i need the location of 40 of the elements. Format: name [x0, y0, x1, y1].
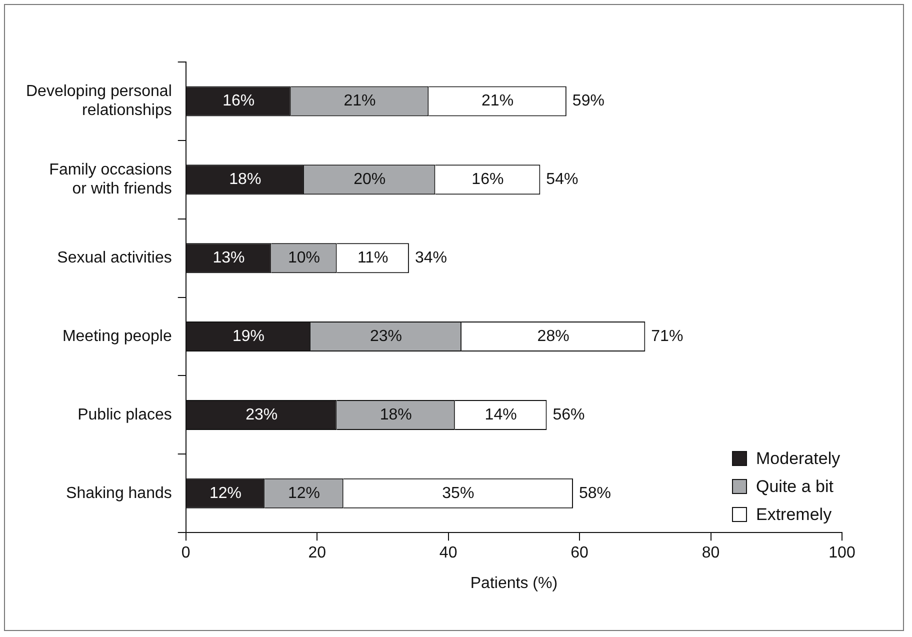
- y-tick-label: Shaking hands: [66, 484, 172, 502]
- data-label: 23%: [370, 328, 402, 345]
- legend-label: Moderately: [756, 448, 840, 469]
- data-label: 16%: [472, 171, 504, 188]
- data-label: 18%: [380, 406, 412, 424]
- data-label: 20%: [354, 171, 386, 188]
- data-label: 12%: [209, 484, 242, 502]
- y-tick-label: Sexual activities: [57, 249, 172, 266]
- data-label: 18%: [229, 171, 262, 188]
- data-label: 11%: [357, 249, 388, 266]
- data-label: 13%: [212, 249, 245, 266]
- data-label: 14%: [484, 406, 517, 424]
- data-label: 16%: [222, 92, 255, 110]
- total-label: 71%: [651, 328, 684, 345]
- data-label: 21%: [482, 92, 514, 110]
- legend-label: Quite a bit: [756, 476, 834, 497]
- total-label: 54%: [546, 171, 578, 188]
- data-label: 19%: [232, 328, 264, 345]
- data-label: 23%: [246, 406, 278, 424]
- x-tick-label: 60: [570, 544, 589, 562]
- text: Extremely: [756, 504, 832, 525]
- total-label: 59%: [572, 92, 604, 110]
- data-label: 28%: [537, 328, 570, 345]
- data-label: 21%: [344, 92, 376, 110]
- data-label: 35%: [442, 484, 474, 502]
- x-tick-label: 20: [308, 544, 326, 562]
- y-tick-label: Meeting people: [62, 328, 172, 345]
- y-tick-label: Public places: [78, 406, 172, 424]
- total-label: 58%: [578, 484, 612, 502]
- x-tick-label: 40: [439, 544, 458, 562]
- x-axis-title: Patients (%): [470, 574, 558, 592]
- data-label: 10%: [288, 249, 320, 266]
- total-label: 34%: [414, 249, 447, 266]
- y-tick-label: Family occasions or with friends: [49, 161, 172, 198]
- data-label: 12%: [288, 484, 320, 502]
- y-tick-label: Developing personal relationships: [26, 83, 172, 120]
- total-label: 56%: [552, 406, 585, 424]
- x-tick-label: 100: [828, 544, 856, 562]
- x-tick-label: 0: [181, 544, 190, 562]
- x-tick-label: 80: [702, 544, 720, 562]
